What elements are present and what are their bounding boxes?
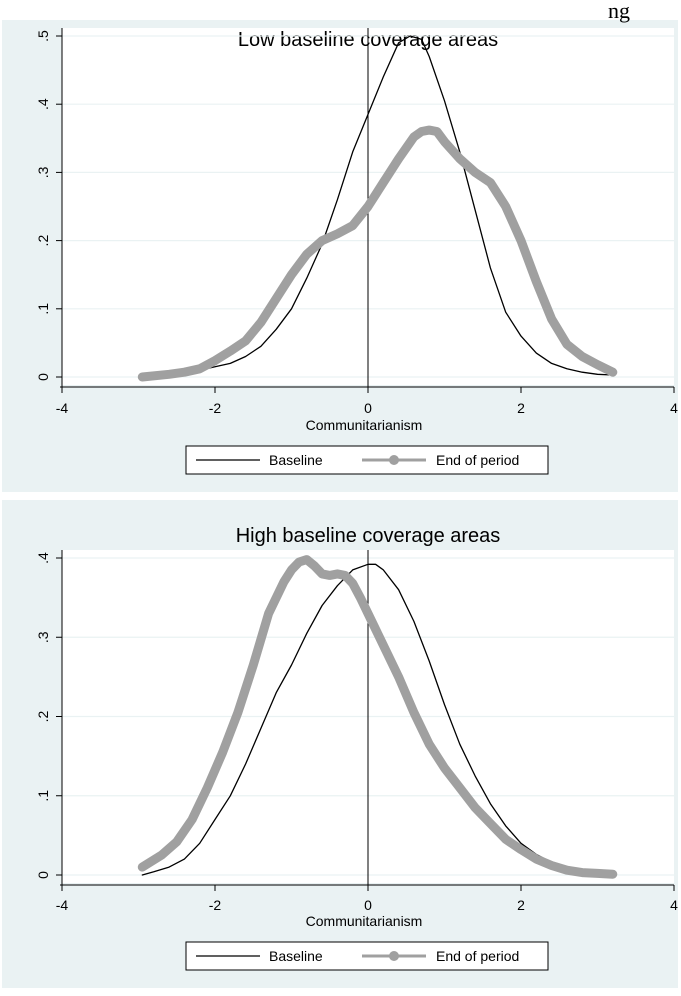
- header-text-fragment: ng: [608, 0, 630, 23]
- legend-marker-end-of-period: [389, 951, 399, 961]
- legend: Baseline End of period: [185, 941, 549, 971]
- legend-marker-end-of-period: [389, 455, 399, 465]
- x-axis-label: Communitarianism: [306, 913, 423, 929]
- y-tick-label: 0: [35, 373, 51, 381]
- series-line-baseline: [141, 563, 583, 876]
- legend-label-end-of-period: End of period: [436, 452, 519, 468]
- y-tick-label: .2: [35, 710, 51, 722]
- series-line-end-of-period: [137, 555, 618, 879]
- legend-label-baseline: Baseline: [269, 452, 323, 468]
- x-tick-label: -2: [209, 400, 222, 416]
- legend-label-end-of-period: End of period: [436, 948, 519, 964]
- x-tick-label: 2: [517, 897, 525, 913]
- y-tick-label: .4: [35, 552, 51, 564]
- x-tick-label: 4: [670, 897, 678, 913]
- y-tick-label: .1: [35, 790, 51, 802]
- chart-panel-2: High baseline coverage areas 0 .1 .2 .3 .4 -4 -…: [2, 500, 678, 988]
- x-tick-label: 4: [670, 400, 678, 416]
- y-tick-label: .4: [35, 98, 51, 110]
- y-tick-label: 0: [35, 871, 51, 879]
- y-tick-label: .5: [35, 30, 51, 42]
- chart-panel-1: Low baseline coverage areas0.1.2.3.4.5-4…: [2, 20, 678, 492]
- y-tick-label: .2: [35, 235, 51, 247]
- x-tick-label: 0: [364, 400, 372, 416]
- y-tick-label: .3: [35, 166, 51, 178]
- series-line-end-of-period: [137, 125, 618, 382]
- series-line-baseline: [199, 35, 614, 376]
- y-tick-label: .1: [35, 303, 51, 315]
- x-tick-label: -2: [209, 897, 222, 913]
- x-tick-label: -4: [56, 400, 69, 416]
- y-tick-label: .3: [35, 631, 51, 643]
- x-tick-label: 0: [364, 897, 372, 913]
- chart-title: High baseline coverage areas: [236, 525, 501, 547]
- legend-label-baseline: Baseline: [269, 948, 323, 964]
- x-tick-label: 2: [517, 400, 525, 416]
- x-tick-label: -4: [56, 897, 69, 913]
- legend: Baseline End of period: [185, 445, 549, 475]
- x-axis-label: Communitarianism: [306, 417, 423, 433]
